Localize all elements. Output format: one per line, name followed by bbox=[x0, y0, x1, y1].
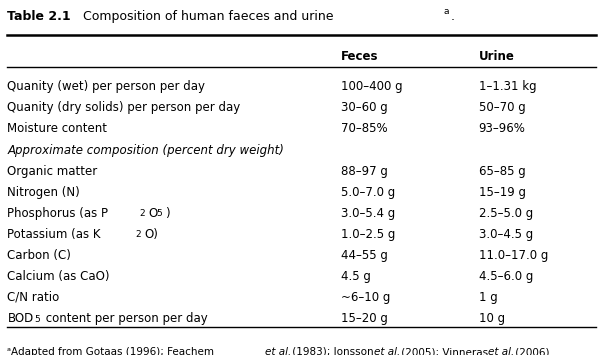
Text: 1–1.31 kg: 1–1.31 kg bbox=[479, 80, 536, 93]
Text: (2005); Vinneras: (2005); Vinneras bbox=[398, 347, 491, 355]
Text: 88–97 g: 88–97 g bbox=[341, 165, 387, 178]
Text: 2: 2 bbox=[139, 209, 145, 218]
Text: Carbon (C): Carbon (C) bbox=[7, 249, 71, 262]
Text: 15–20 g: 15–20 g bbox=[341, 312, 387, 325]
Text: C/N ratio: C/N ratio bbox=[7, 291, 60, 304]
Text: Table 2.1: Table 2.1 bbox=[7, 10, 71, 23]
Text: (2006).: (2006). bbox=[511, 347, 552, 355]
Text: 2: 2 bbox=[136, 230, 142, 239]
Text: 5: 5 bbox=[34, 315, 40, 324]
Text: Moisture content: Moisture content bbox=[7, 122, 107, 136]
Text: 30–60 g: 30–60 g bbox=[341, 102, 387, 114]
Text: 100–400 g: 100–400 g bbox=[341, 80, 402, 93]
Text: 2.5–5.0 g: 2.5–5.0 g bbox=[479, 207, 533, 220]
Text: et al.: et al. bbox=[265, 347, 292, 355]
Text: 93–96%: 93–96% bbox=[479, 122, 525, 136]
Text: 4.5–6.0 g: 4.5–6.0 g bbox=[479, 270, 533, 283]
Text: Quanity (dry solids) per person per day: Quanity (dry solids) per person per day bbox=[7, 102, 241, 114]
Text: Urine: Urine bbox=[479, 50, 514, 62]
Text: ~6–10 g: ~6–10 g bbox=[341, 291, 390, 304]
Text: Feces: Feces bbox=[341, 50, 378, 62]
Text: Phosphorus (as P: Phosphorus (as P bbox=[7, 207, 109, 220]
Text: Potassium (as K: Potassium (as K bbox=[7, 228, 101, 241]
Text: 5.0–7.0 g: 5.0–7.0 g bbox=[341, 186, 395, 199]
Text: 10 g: 10 g bbox=[479, 312, 505, 325]
Text: Quanity (wet) per person per day: Quanity (wet) per person per day bbox=[7, 80, 206, 93]
Text: (1983); Jonsson: (1983); Jonsson bbox=[289, 347, 377, 355]
Text: O: O bbox=[148, 207, 158, 220]
Text: Nitrogen (N): Nitrogen (N) bbox=[7, 186, 80, 199]
Text: 50–70 g: 50–70 g bbox=[479, 102, 525, 114]
Text: 15–19 g: 15–19 g bbox=[479, 186, 526, 199]
Text: Composition of human faeces and urine: Composition of human faeces and urine bbox=[75, 10, 333, 23]
Text: Approximate composition (percent dry weight): Approximate composition (percent dry wei… bbox=[7, 143, 284, 157]
Text: 44–55 g: 44–55 g bbox=[341, 249, 387, 262]
Text: .: . bbox=[450, 10, 454, 23]
Text: et al.: et al. bbox=[488, 347, 514, 355]
Text: 65–85 g: 65–85 g bbox=[479, 165, 525, 178]
Text: ᵃAdapted from Gotaas (1996); Feachem: ᵃAdapted from Gotaas (1996); Feachem bbox=[7, 347, 218, 355]
Text: ): ) bbox=[165, 207, 169, 220]
Text: 5: 5 bbox=[156, 209, 162, 218]
Text: a: a bbox=[444, 7, 449, 16]
Text: Calcium (as CaO): Calcium (as CaO) bbox=[7, 270, 110, 283]
Text: 1.0–2.5 g: 1.0–2.5 g bbox=[341, 228, 395, 241]
Text: 3.0–4.5 g: 3.0–4.5 g bbox=[479, 228, 533, 241]
Text: O): O) bbox=[145, 228, 159, 241]
Text: BOD: BOD bbox=[7, 312, 34, 325]
Text: Organic matter: Organic matter bbox=[7, 165, 98, 178]
Text: 3.0–5.4 g: 3.0–5.4 g bbox=[341, 207, 395, 220]
Text: content per person per day: content per person per day bbox=[42, 312, 207, 325]
Text: et al.: et al. bbox=[374, 347, 400, 355]
Text: 1 g: 1 g bbox=[479, 291, 497, 304]
Text: 70–85%: 70–85% bbox=[341, 122, 387, 136]
Text: 4.5 g: 4.5 g bbox=[341, 270, 370, 283]
Text: 11.0–17.0 g: 11.0–17.0 g bbox=[479, 249, 548, 262]
